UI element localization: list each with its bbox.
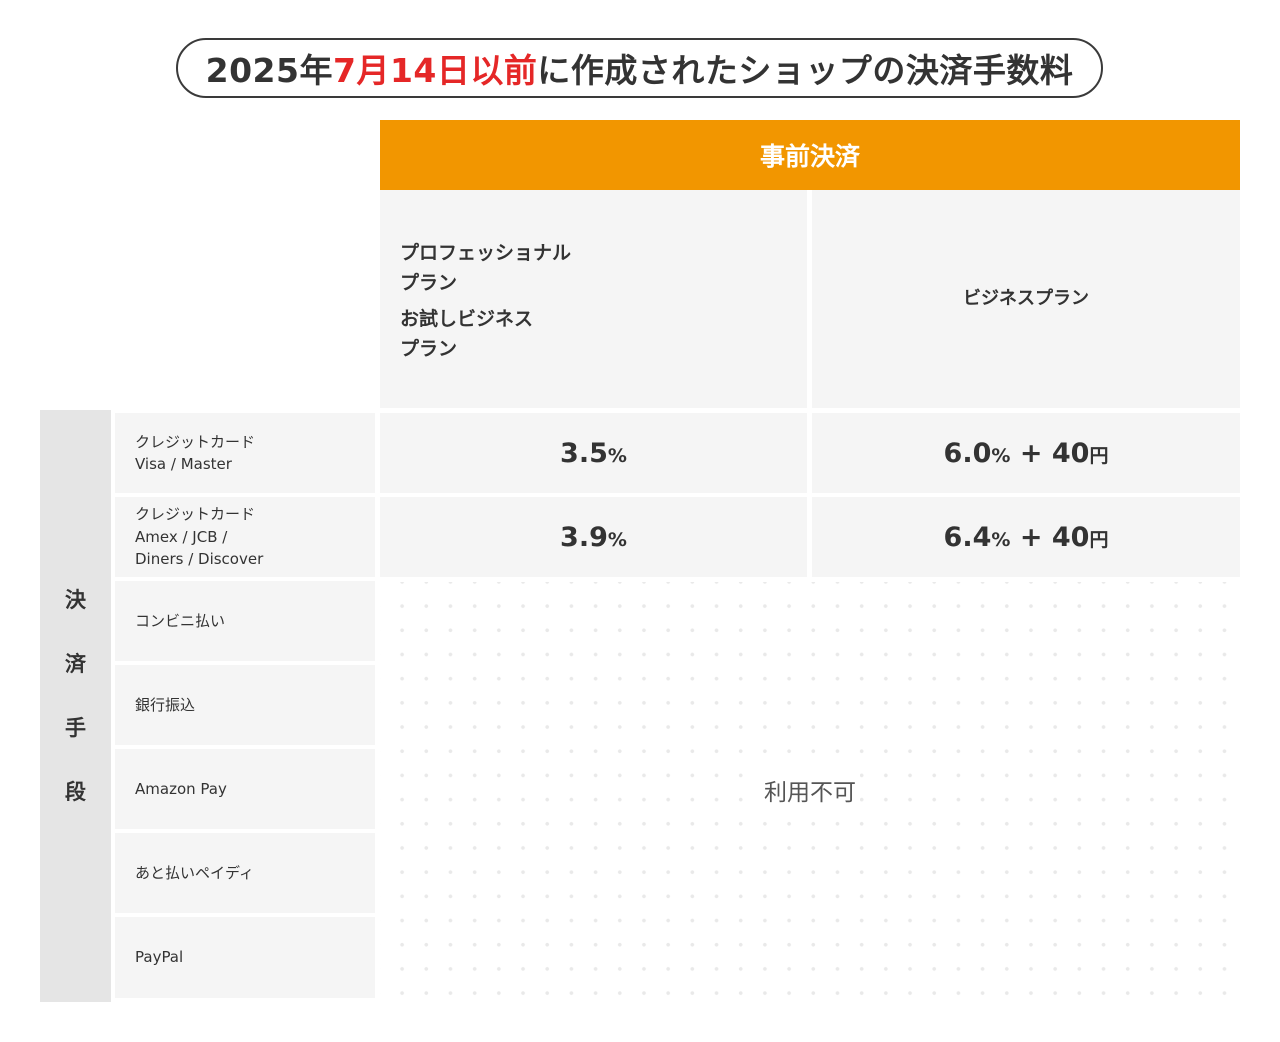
rate-value: 6.4% + 40円 [943,521,1109,553]
rate-value: 3.9% [560,521,627,553]
title-highlight: 7月14日以前 [332,51,538,90]
rate-value: 6.0% + 40円 [943,437,1109,469]
method-row-paypal: PayPal [115,917,375,998]
method-row-convenience-store: コンビニ払い [115,581,375,661]
method-row-credit-amex-jcb: クレジットカード Amex / JCB / Diners / Discover [115,497,375,577]
side-label-char: 手 [65,716,86,740]
plan-name-trial-business: お試しビジネス プラン [400,308,534,360]
method-row-bank-transfer: 銀行振込 [115,665,375,745]
method-label: 銀行振込 [135,695,196,714]
rate-cell-visa-pro: 3.5% [380,413,807,493]
method-row-amazon-pay: Amazon Pay [115,749,375,829]
method-label: クレジットカード Visa / Master [135,432,256,474]
method-label: あと払いペイディ [135,863,254,882]
unavailable-area: 利用不可 [380,582,1240,998]
method-label: Amazon Pay [135,779,227,798]
rate-cell-amex-pro: 3.9% [380,497,807,577]
title-prefix: 2025年 [205,51,333,90]
plan-name-business: ビジネスプラン [963,288,1089,309]
method-label: コンビニ払い [135,611,226,630]
side-label-char: 段 [65,780,86,804]
rate-cell-amex-business: 6.4% + 40円 [812,497,1240,577]
title-suffix: に作成されたショップの決済手数料 [537,51,1074,90]
payment-method-label: 決 済 手 段 [40,410,111,1002]
plan-column-business: ビジネスプラン [812,190,1240,408]
side-label-char: 決 [65,588,86,612]
method-row-paidy: あと払いペイディ [115,833,375,913]
unavailable-label: 利用不可 [760,771,860,809]
method-label: クレジットカード Amex / JCB / Diners / Discover [135,505,264,569]
side-label-char: 済 [65,652,86,676]
plan-column-professional: プロフェッショナル プラン お試しビジネス プラン [380,190,807,408]
prepayment-header-label: 事前決済 [759,142,860,171]
method-label: PayPal [135,948,184,967]
page-title: 2025年 7月14日以前 に作成されたショップの決済手数料 [176,38,1103,98]
plan-name-professional: プロフェッショナル プラン [400,242,572,294]
method-row-credit-visa-master: クレジットカード Visa / Master [115,413,375,493]
rate-cell-visa-business: 6.0% + 40円 [812,413,1240,493]
prepayment-header: 事前決済 [380,120,1240,190]
rate-value: 3.5% [560,437,627,469]
